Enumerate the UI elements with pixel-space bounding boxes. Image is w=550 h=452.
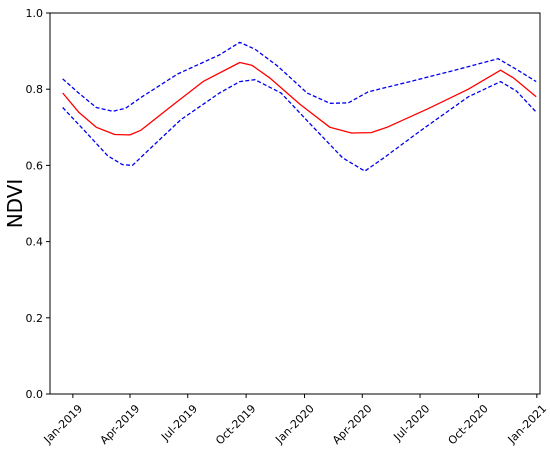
- y-tick-label: 0.0: [26, 388, 44, 401]
- series-line-2: [62, 79, 537, 172]
- y-axis-label: NDVI: [3, 179, 27, 229]
- x-tick-label: Oct-2020: [446, 402, 491, 447]
- x-tick-label: Apr-2020: [330, 402, 375, 447]
- series-line-1: [62, 41, 537, 112]
- y-tick-label: 1.0: [26, 7, 44, 20]
- series-lines: [62, 41, 537, 172]
- x-tick-label: Jul-2020: [390, 402, 432, 444]
- y-tick-label: 0.2: [26, 312, 44, 325]
- y-tick-label: 0.6: [26, 159, 44, 172]
- y-axis: 0.0 0.2 0.4 0.6 0.8 1.0: [26, 7, 50, 401]
- y-tick-label: 0.4: [26, 236, 44, 249]
- x-axis: Jan-2019 Apr-2019 Jul-2019 Oct-2019 Jan-2020…: [41, 394, 549, 447]
- x-tick-label: Jan-2020: [272, 402, 316, 446]
- x-tick-label: Jan-2021: [505, 402, 549, 446]
- x-tick-label: Oct-2019: [213, 402, 258, 447]
- y-tick-label: 0.8: [26, 83, 44, 96]
- plot-frame: [49, 12, 541, 395]
- x-tick-label: Jul-2019: [158, 402, 200, 444]
- series-line-0: [62, 61, 537, 136]
- x-tick-label: Jan-2019: [41, 402, 85, 446]
- x-tick-label: Apr-2019: [98, 402, 143, 447]
